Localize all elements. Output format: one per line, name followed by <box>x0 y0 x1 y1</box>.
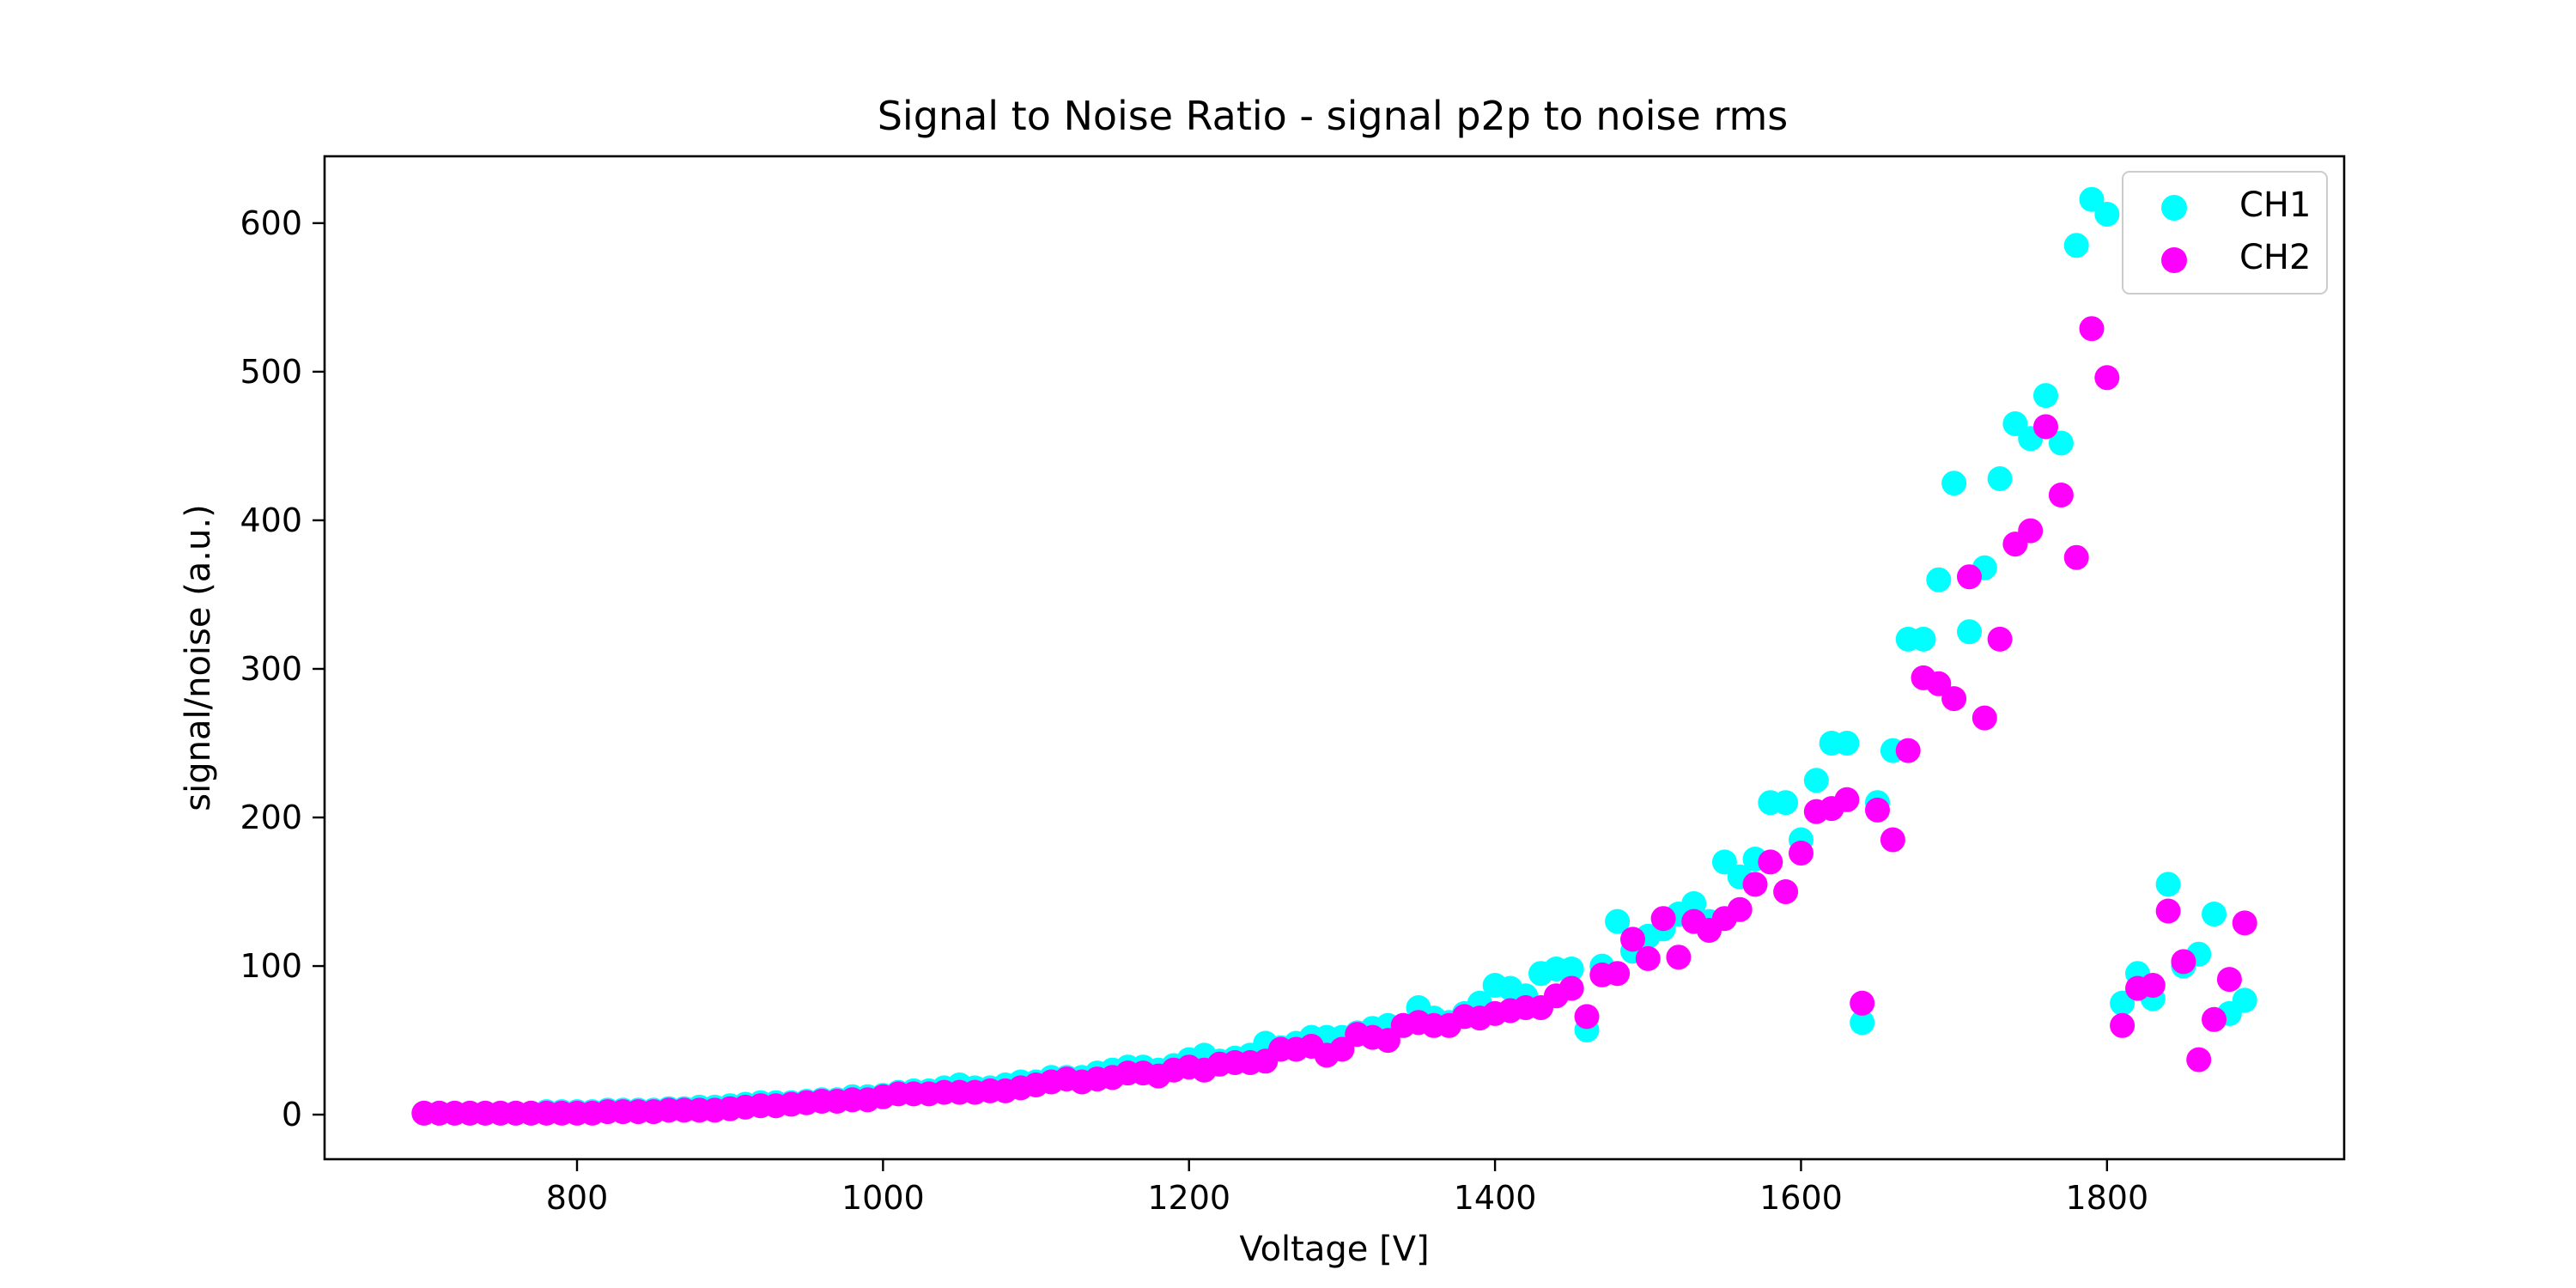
x-axis: 800 1000 1200 1400 1600 1800 <box>546 1159 2148 1217</box>
y-tick-label: 500 <box>240 353 302 391</box>
data-points <box>411 186 2257 1126</box>
legend-label-ch1: CH1 <box>2239 185 2311 225</box>
data-point-ch1 <box>1911 626 1936 652</box>
data-point-ch1 <box>1681 890 1707 916</box>
data-point-ch2 <box>1987 626 2013 652</box>
x-tick-label: 1200 <box>1147 1179 1230 1217</box>
data-point-ch2 <box>2110 1012 2136 1038</box>
legend-marker-ch2 <box>2161 247 2187 273</box>
legend-marker-ch1 <box>2161 195 2187 221</box>
data-point-ch2 <box>1605 961 1631 987</box>
data-point-ch2 <box>1789 841 1814 866</box>
y-axis-label: signal/noise (a.u.) <box>179 504 218 811</box>
data-point-ch2 <box>1895 738 1921 763</box>
data-point-ch2 <box>1329 1036 1355 1062</box>
data-point-ch1 <box>1941 471 1967 496</box>
data-point-ch1 <box>2110 990 2136 1016</box>
data-point-ch2 <box>1834 787 1860 812</box>
series-ch2 <box>411 316 2257 1126</box>
data-point-ch2 <box>1926 671 1952 696</box>
y-axis: 0 100 200 300 400 500 600 <box>240 204 325 1133</box>
data-point-ch2 <box>2094 365 2120 391</box>
data-point-ch2 <box>1375 1028 1400 1054</box>
data-point-ch2 <box>1574 1004 1600 1030</box>
data-point-ch2 <box>1558 975 1584 1001</box>
data-point-ch2 <box>1650 906 1676 932</box>
legend-label-ch2: CH2 <box>2239 238 2311 277</box>
data-point-ch2 <box>1971 705 1997 731</box>
data-point-ch1 <box>2079 186 2105 212</box>
data-point-ch1 <box>1803 768 1829 793</box>
data-point-ch2 <box>1880 827 1905 853</box>
data-point-ch1 <box>1773 790 1799 816</box>
data-point-ch2 <box>2048 483 2074 507</box>
data-point-ch2 <box>1865 797 1890 823</box>
data-point-ch1 <box>1558 957 1584 981</box>
data-point-ch2 <box>2186 1047 2212 1072</box>
data-point-ch2 <box>1620 927 1645 952</box>
y-tick-label: 600 <box>240 204 302 242</box>
x-tick-label: 1600 <box>1759 1179 1843 1217</box>
data-point-ch2 <box>1850 990 1875 1016</box>
data-point-ch2 <box>1635 945 1661 971</box>
data-point-ch1 <box>2048 430 2074 456</box>
data-point-ch2 <box>1941 686 1967 712</box>
data-point-ch2 <box>1666 945 1692 970</box>
y-tick-label: 400 <box>240 501 302 539</box>
x-tick-label: 1000 <box>841 1179 925 1217</box>
data-point-ch2 <box>1773 879 1799 904</box>
data-point-ch1 <box>2202 902 2227 927</box>
x-axis-label: Voltage [V] <box>1239 1230 1429 1269</box>
data-point-ch1 <box>2063 233 2089 258</box>
data-point-ch2 <box>2202 1006 2227 1032</box>
legend: CH1 CH2 <box>2122 171 2328 295</box>
y-tick-label: 300 <box>240 650 302 688</box>
data-point-ch2 <box>2033 414 2058 440</box>
plot-frame <box>323 155 2346 1161</box>
data-point-ch2 <box>1727 896 1753 922</box>
data-point-ch1 <box>2155 872 2181 897</box>
data-point-ch1 <box>1605 908 1631 934</box>
data-point-ch2 <box>1957 564 1982 590</box>
data-point-ch1 <box>1987 466 2013 491</box>
data-point-ch1 <box>2232 987 2257 1013</box>
data-point-ch1 <box>1850 1010 1875 1036</box>
data-point-ch1 <box>2094 202 2120 227</box>
data-point-ch2 <box>2140 973 2166 998</box>
x-tick-label: 1800 <box>2065 1179 2148 1217</box>
data-point-ch2 <box>1742 872 1768 897</box>
y-tick-label: 200 <box>240 799 302 836</box>
data-point-ch1 <box>1926 567 1952 592</box>
data-point-ch1 <box>1711 849 1737 875</box>
x-tick-label: 800 <box>546 1179 609 1217</box>
y-tick-label: 100 <box>240 947 302 985</box>
data-point-ch2 <box>2216 967 2242 993</box>
x-tick-label: 1400 <box>1454 1179 1537 1217</box>
data-point-ch1 <box>2033 383 2058 409</box>
data-point-ch2 <box>2232 910 2257 936</box>
data-point-ch2 <box>2155 898 2181 924</box>
data-point-ch1 <box>2002 411 2028 436</box>
data-point-ch2 <box>2171 949 2196 975</box>
data-point-ch2 <box>2079 316 2105 342</box>
data-point-ch2 <box>2018 518 2044 544</box>
data-point-ch1 <box>1834 731 1860 756</box>
chart-title: Signal to Noise Ratio - signal p2p to no… <box>878 93 1789 139</box>
y-tick-label: 0 <box>282 1096 302 1133</box>
data-point-ch2 <box>2063 544 2089 570</box>
data-point-ch2 <box>1758 849 1783 875</box>
data-point-ch1 <box>1957 619 1982 645</box>
